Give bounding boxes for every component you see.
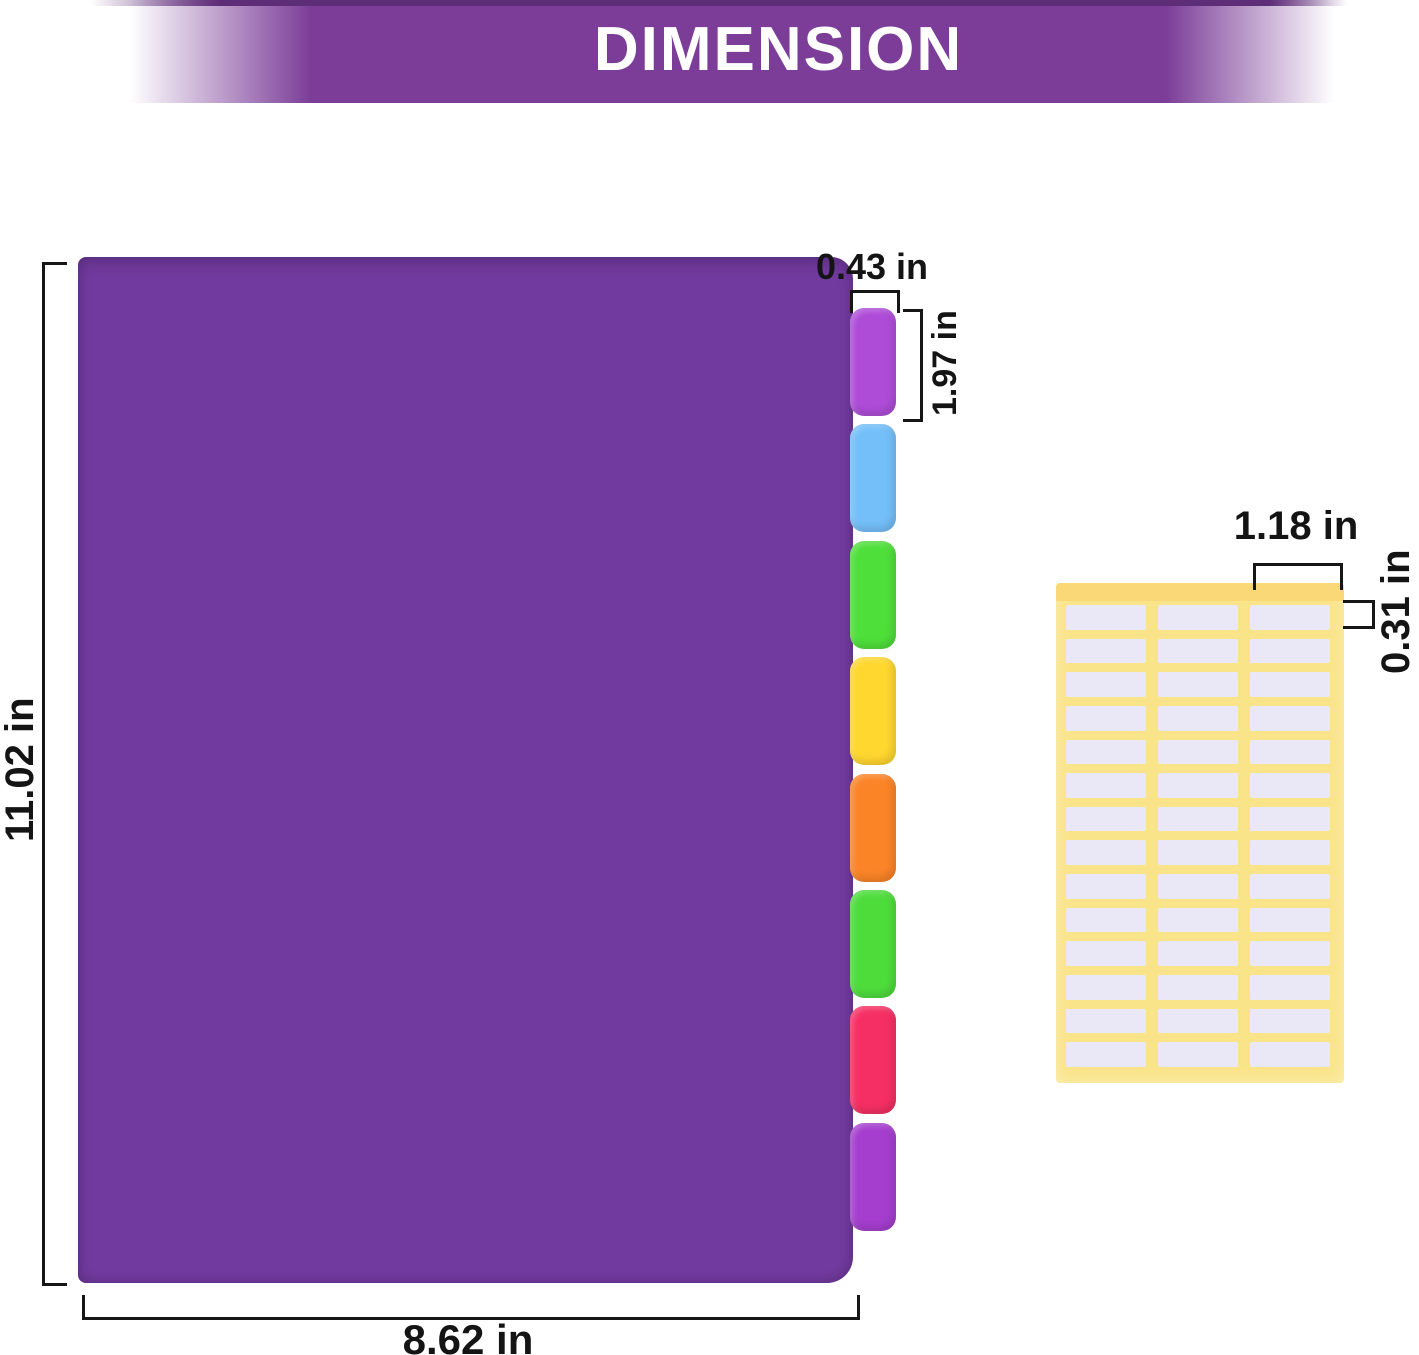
label-height-label: 0.31 in [1374, 549, 1418, 675]
label-cell [1158, 840, 1238, 866]
label-cell [1158, 1042, 1238, 1067]
label-cell [1066, 1042, 1146, 1067]
label-cell [1066, 638, 1146, 664]
divider-tab-2 [850, 424, 896, 532]
label-width-bracket [1253, 563, 1343, 590]
label-cell [1250, 773, 1330, 798]
tab-width-bracket [850, 290, 900, 313]
label-cell [1158, 806, 1238, 832]
page-title: DIMENSION [593, 15, 964, 84]
divider-sheet [78, 257, 853, 1283]
label-cell [1066, 605, 1146, 630]
dimension-banner: DIMENSION [65, 0, 1360, 103]
label-cell [1066, 773, 1146, 798]
label-sheet [1056, 583, 1344, 1083]
label-cell [1158, 907, 1238, 933]
sheet-width-bracket [82, 1295, 860, 1320]
label-cell [1066, 907, 1146, 933]
label-cell [1066, 672, 1146, 697]
label-cell [1066, 874, 1146, 899]
divider-tab-4 [850, 657, 896, 765]
label-cell [1250, 806, 1330, 832]
label-cell [1158, 941, 1238, 967]
sheet-height-label: 11.02 in [0, 697, 42, 843]
label-cell [1066, 739, 1146, 765]
label-cell [1158, 638, 1238, 664]
label-cell [1250, 907, 1330, 933]
label-cell [1250, 739, 1330, 765]
label-cell [1250, 941, 1330, 967]
label-grid [1066, 605, 1330, 1067]
label-cell [1250, 840, 1330, 866]
label-cell [1250, 705, 1330, 731]
label-cell [1250, 975, 1330, 1000]
tab-width-label: 0.43 in [815, 246, 929, 287]
label-cell [1250, 874, 1330, 899]
label-cell [1158, 1008, 1238, 1034]
label-cell [1158, 874, 1238, 899]
label-cell [1250, 638, 1330, 664]
divider-tab-8 [850, 1123, 896, 1231]
label-cell [1158, 672, 1238, 697]
label-cell [1158, 773, 1238, 798]
label-sheet-top-strip [1056, 583, 1344, 601]
divider-tab-3 [850, 541, 896, 649]
label-cell [1250, 1042, 1330, 1067]
label-cell [1250, 1008, 1330, 1034]
label-cell [1066, 806, 1146, 832]
label-cell [1250, 605, 1330, 630]
label-cell [1158, 705, 1238, 731]
divider-tab-1 [850, 308, 896, 416]
label-cell [1066, 941, 1146, 967]
divider-tab-5 [850, 774, 896, 882]
label-cell [1158, 739, 1238, 765]
sheet-height-bracket [42, 262, 67, 1286]
label-width-label: 1.18 in [1233, 504, 1359, 548]
label-cell [1066, 1008, 1146, 1034]
label-cell [1066, 705, 1146, 731]
divider-tab-6 [850, 890, 896, 998]
label-cell [1158, 975, 1238, 1000]
label-cell [1066, 840, 1146, 866]
label-height-bracket [1343, 600, 1375, 629]
label-cell [1250, 672, 1330, 697]
tab-height-label: 1.97 in [926, 310, 964, 416]
label-cell [1066, 975, 1146, 1000]
sheet-width-label: 8.62 in [402, 1316, 534, 1355]
label-cell [1158, 605, 1238, 630]
tab-height-bracket [903, 309, 923, 422]
divider-tab-7 [850, 1006, 896, 1114]
